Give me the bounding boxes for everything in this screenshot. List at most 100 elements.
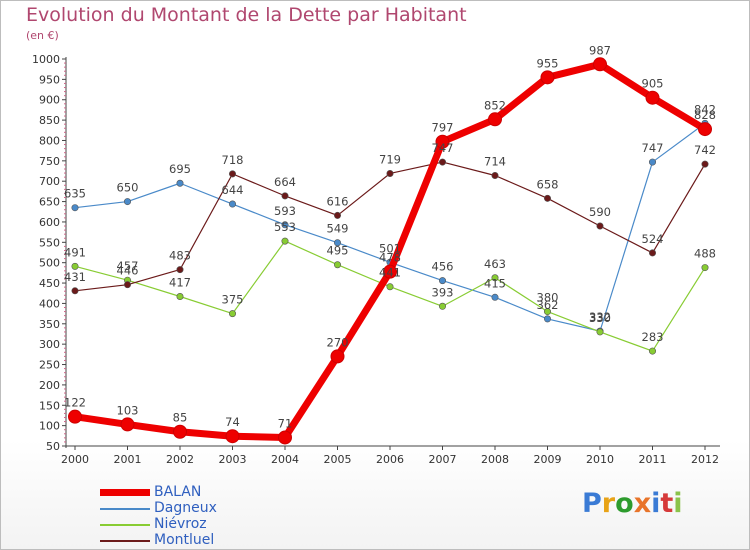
data-label-montluel: 742 — [694, 143, 716, 157]
data-label-niévroz: 330 — [589, 311, 611, 325]
y-tick-label: 200 — [39, 379, 60, 392]
y-tick-label: 950 — [39, 73, 60, 86]
data-point-dagneux — [438, 277, 446, 285]
logo-letter: r — [601, 488, 616, 519]
data-point-balan — [698, 122, 712, 137]
data-label-niévroz: 495 — [327, 244, 349, 258]
legend-label: BALAN — [154, 484, 202, 500]
data-label-dagneux: 593 — [274, 204, 296, 218]
x-tick-label: 2002 — [166, 453, 194, 466]
y-tick-label: 700 — [39, 175, 60, 188]
data-point-dagneux — [333, 239, 341, 247]
data-point-balan — [330, 349, 345, 364]
data-point-niévroz — [71, 262, 79, 270]
data-point-montluel — [281, 192, 289, 200]
y-tick-label: 100 — [39, 420, 60, 433]
x-tick-label: 2009 — [534, 453, 562, 466]
data-label-niévroz: 457 — [117, 259, 139, 273]
y-tick-label: 500 — [39, 257, 60, 270]
data-label-balan: 797 — [432, 121, 454, 135]
data-label-balan: 74 — [225, 415, 240, 429]
data-label-niévroz: 491 — [64, 245, 86, 259]
data-point-balan — [173, 424, 187, 439]
data-label-dagneux: 747 — [642, 141, 664, 155]
logo-letter: o — [615, 488, 634, 519]
data-point-dagneux — [648, 158, 656, 166]
data-label-montluel: 747 — [432, 141, 454, 155]
data-label-dagneux: 332 — [589, 310, 611, 324]
data-point-dagneux — [124, 198, 132, 206]
data-point-balan — [120, 417, 135, 432]
y-tick-label: 250 — [39, 359, 60, 372]
data-point-dagneux — [281, 221, 289, 229]
data-point-balan — [435, 134, 450, 149]
data-point-niévroz — [281, 237, 289, 245]
y-tick-label: 750 — [39, 155, 60, 168]
x-tick-label: 2001 — [114, 453, 142, 466]
data-point-montluel — [543, 194, 551, 202]
data-label-niévroz: 380 — [537, 291, 559, 305]
data-point-niévroz — [333, 261, 341, 269]
data-label-dagneux: 644 — [222, 183, 244, 197]
y-tick-label: 400 — [39, 297, 60, 310]
x-tick-label: 2006 — [376, 453, 404, 466]
data-label-montluel: 719 — [379, 152, 401, 166]
data-label-montluel: 431 — [64, 270, 86, 284]
logo-letter: i — [673, 488, 683, 519]
data-label-dagneux: 695 — [169, 162, 191, 176]
data-point-balan — [68, 409, 82, 424]
data-label-dagneux: 842 — [694, 102, 716, 116]
data-label-montluel: 664 — [274, 175, 296, 189]
data-label-niévroz: 375 — [222, 293, 244, 307]
data-point-montluel — [648, 249, 656, 257]
legend-swatch — [100, 489, 150, 496]
data-point-dagneux — [543, 315, 551, 323]
legend-swatch — [100, 508, 150, 510]
data-label-niévroz: 488 — [694, 247, 716, 261]
y-tick-label: 900 — [39, 94, 60, 107]
y-tick-label: 550 — [39, 236, 60, 249]
data-label-niévroz: 441 — [379, 266, 401, 280]
data-point-balan — [278, 430, 292, 445]
unit-label: (en €) — [26, 29, 59, 42]
data-point-montluel — [491, 172, 499, 180]
data-label-dagneux: 650 — [117, 181, 139, 195]
x-tick-label: 2007 — [429, 453, 457, 466]
data-label-balan: 85 — [173, 411, 188, 425]
data-point-niévroz — [176, 292, 184, 300]
data-point-dagneux — [229, 200, 237, 208]
data-label-montluel: 524 — [642, 232, 664, 246]
data-point-montluel — [176, 266, 184, 274]
data-label-niévroz: 283 — [642, 330, 664, 344]
logo-letter: x — [633, 488, 652, 519]
y-tick-label: 300 — [39, 338, 60, 351]
data-label-montluel: 714 — [484, 155, 506, 169]
logo-letter: P — [582, 488, 602, 519]
data-point-montluel — [333, 211, 341, 219]
data-point-montluel — [386, 169, 394, 177]
proxiti-logo: Proxiti — [582, 488, 683, 519]
data-label-balan: 852 — [484, 98, 506, 112]
x-tick-label: 2010 — [586, 453, 614, 466]
x-tick-label: 2000 — [61, 453, 89, 466]
data-label-niévroz: 417 — [169, 275, 191, 289]
logo-letter: t — [660, 488, 674, 519]
data-label-montluel: 446 — [117, 264, 139, 278]
data-label-balan: 987 — [589, 43, 611, 57]
data-point-balan — [225, 429, 240, 444]
x-tick-label: 2008 — [481, 453, 509, 466]
y-tick-label: 800 — [39, 134, 60, 147]
x-tick-label: 2011 — [639, 453, 667, 466]
data-point-niévroz — [648, 347, 656, 355]
data-label-balan: 905 — [642, 77, 664, 91]
data-label-dagneux: 415 — [484, 276, 506, 290]
data-point-montluel — [71, 287, 79, 295]
data-point-balan — [593, 57, 607, 72]
data-point-niévroz — [438, 302, 446, 310]
data-point-dagneux — [176, 179, 184, 187]
data-label-dagneux: 362 — [537, 298, 559, 312]
chart-title: Evolution du Montant de la Dette par Hab… — [26, 4, 467, 26]
data-label-montluel: 590 — [589, 205, 611, 219]
